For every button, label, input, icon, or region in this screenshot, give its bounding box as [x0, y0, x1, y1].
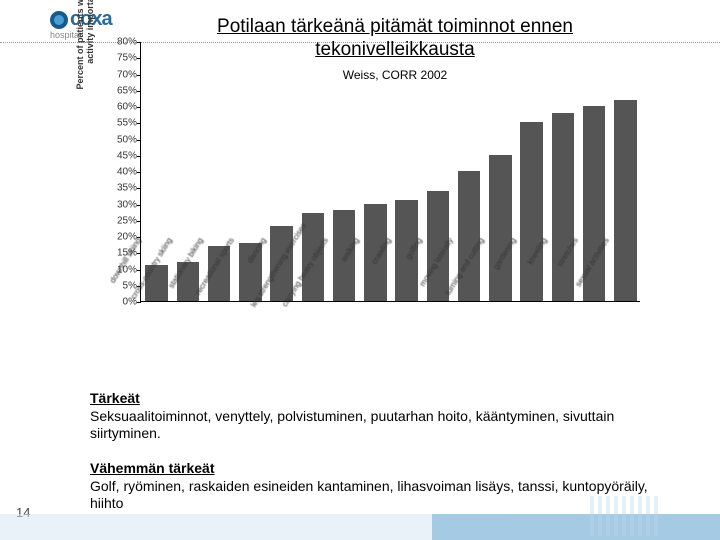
less-important-title: Vähemmän tärkeät — [90, 460, 215, 476]
y-tick: 30% — [109, 199, 137, 210]
bar-chart: Percent of patients who considered each … — [100, 42, 660, 352]
y-tick: 50% — [109, 134, 137, 145]
important-title: Tärkeät — [90, 390, 140, 406]
y-tick: 55% — [109, 118, 137, 129]
bar — [614, 100, 637, 302]
y-tick: 80% — [109, 37, 137, 48]
logo-icon — [50, 11, 68, 29]
y-tick: 65% — [109, 85, 137, 96]
footer-decoration — [0, 514, 720, 540]
y-tick: 40% — [109, 167, 137, 178]
y-tick: 60% — [109, 102, 137, 113]
text-block-important: Tärkeät Seksuaalitoiminnot, venyttely, p… — [90, 390, 660, 443]
text-block-less-important: Vähemmän tärkeät Golf, ryöminen, raskaid… — [90, 460, 660, 513]
important-body: Seksuaalitoiminnot, venyttely, polvistum… — [90, 408, 614, 442]
y-tick: 45% — [109, 150, 137, 161]
y-tick: 70% — [109, 69, 137, 80]
plot-area: 0%5%10%15%20%25%30%35%40%45%50%55%60%65%… — [140, 42, 640, 302]
y-tick: 25% — [109, 215, 137, 226]
y-axis-label: Percent of patients who considered each … — [76, 0, 96, 102]
y-tick: 35% — [109, 183, 137, 194]
less-important-body: Golf, ryöminen, raskaiden esineiden kant… — [90, 478, 648, 512]
y-tick: 75% — [109, 53, 137, 64]
